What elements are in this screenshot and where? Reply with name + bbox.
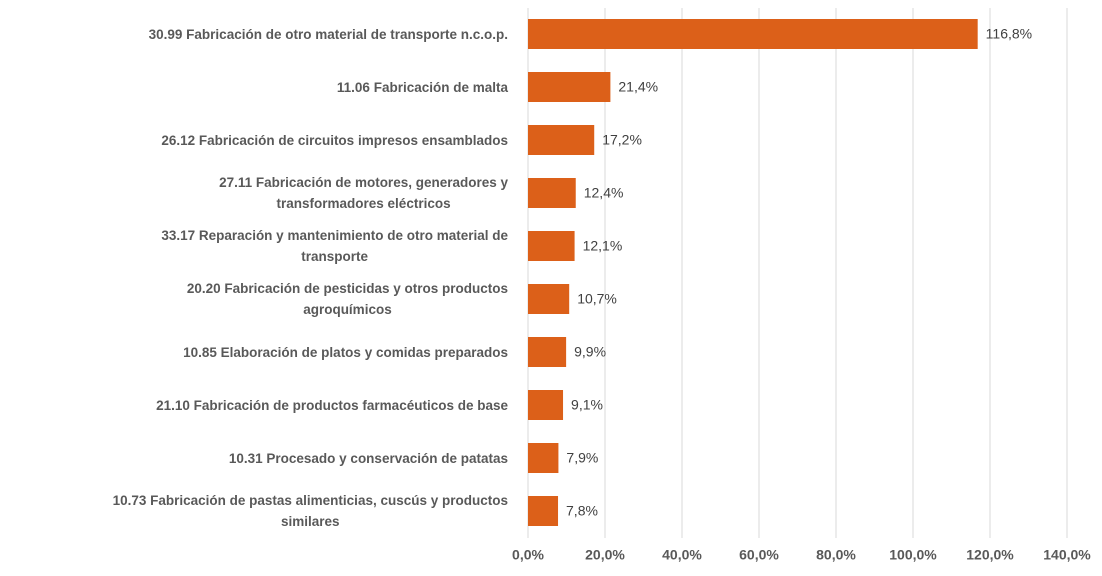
y-tick-label: 21.10 Fabricación de productos farmacéut… — [156, 397, 508, 413]
category-box: 21.10 Fabricación de productos farmacéut… — [156, 380, 508, 430]
value-label: 116,8% — [986, 26, 1032, 42]
bar — [528, 231, 575, 261]
y-tick-label: 10.73 Fabricación de pastas alimenticias… — [112, 493, 508, 529]
y-tick-label: 10.31 Procesado y conservación de patata… — [228, 450, 508, 466]
bar — [528, 178, 576, 208]
category-box: 10.73 Fabricación de pastas alimenticias… — [113, 486, 508, 536]
value-label: 12,1% — [583, 238, 623, 254]
x-tick-label: 140,0% — [1043, 547, 1091, 563]
x-tick-label: 80,0% — [816, 547, 856, 563]
category-box: 10.85 Elaboración de platos y comidas pr… — [183, 327, 508, 377]
bar — [528, 390, 564, 420]
bar — [528, 443, 559, 473]
value-label: 17,2% — [602, 132, 642, 148]
x-tick-label: 0,0% — [512, 547, 544, 563]
y-tick-label: 10.85 Elaboración de platos y comidas pr… — [183, 344, 508, 360]
y-tick-label: 11.06 Fabricación de malta — [336, 79, 508, 95]
x-tick-label: 20,0% — [585, 547, 625, 563]
category-box: 26.12 Fabricación de circuitos impresos … — [161, 115, 508, 165]
y-tick-label: 33.17 Reparación y mantenimiento de otro… — [161, 228, 508, 264]
bar — [528, 337, 567, 367]
value-label: 10,7% — [577, 291, 617, 307]
x-tick-label: 40,0% — [662, 547, 702, 563]
y-tick-label: 27.11 Fabricación de motores, generadore… — [219, 175, 508, 211]
category-box: 10.31 Procesado y conservación de patata… — [229, 433, 508, 483]
category-box: 30.99 Fabricación de otro material de tr… — [149, 9, 508, 59]
x-tick-label: 60,0% — [739, 547, 779, 563]
value-label: 9,1% — [571, 397, 603, 413]
category-box: 33.17 Reparación y mantenimiento de otro… — [161, 221, 508, 271]
bar — [528, 125, 595, 155]
y-tick-label: 20.20 Fabricación de pesticidas y otros … — [186, 281, 508, 317]
value-label: 21,4% — [618, 79, 658, 95]
x-tick-label: 100,0% — [889, 547, 937, 563]
bar — [528, 72, 611, 102]
bar — [528, 284, 570, 314]
x-tick-label: 120,0% — [966, 547, 1014, 563]
value-label: 7,9% — [566, 450, 598, 466]
y-tick-label: 30.99 Fabricación de otro material de tr… — [148, 26, 508, 42]
bar — [528, 496, 559, 526]
y-tick-label: 26.12 Fabricación de circuitos impresos … — [161, 132, 508, 148]
value-label: 7,8% — [566, 503, 598, 519]
category-box: 20.20 Fabricación de pesticidas y otros … — [187, 274, 508, 324]
category-box: 27.11 Fabricación de motores, generadore… — [219, 168, 508, 218]
value-label: 12,4% — [584, 185, 624, 201]
category-box: 11.06 Fabricación de malta — [337, 62, 508, 112]
bar — [528, 19, 978, 49]
value-label: 9,9% — [574, 344, 606, 360]
